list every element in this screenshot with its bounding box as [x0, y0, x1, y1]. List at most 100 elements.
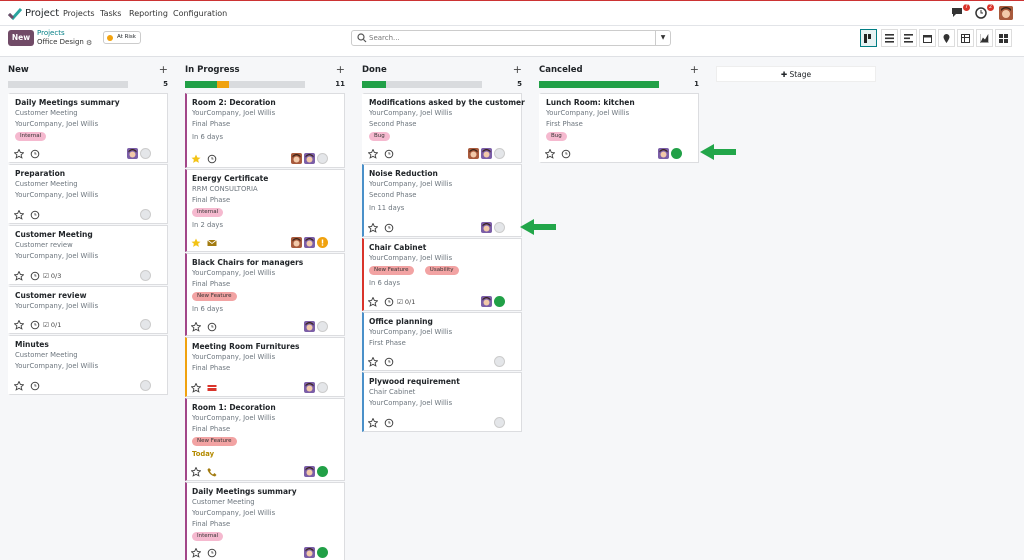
task-title[interactable]: Customer Meeting: [15, 230, 93, 239]
view-kanban-button[interactable]: [860, 29, 877, 47]
normal-status-icon[interactable]: [494, 148, 505, 159]
task-title[interactable]: Modifications asked by the customer: [369, 98, 525, 107]
normal-status-icon[interactable]: [494, 417, 505, 428]
in-progress-status-icon[interactable]: [494, 296, 505, 307]
task-card[interactable]: Black Chairs for managers YourCompany, Jo…: [185, 253, 345, 336]
add-card-plus-icon[interactable]: +: [512, 63, 522, 76]
done-status-icon[interactable]: [330, 153, 341, 164]
star-icon[interactable]: [190, 382, 202, 393]
task-title[interactable]: Meeting Room Furnitures: [192, 342, 300, 351]
add-card-plus-icon[interactable]: +: [689, 63, 699, 76]
project-status-button[interactable]: At Risk: [103, 31, 141, 44]
task-card[interactable]: Chair Cabinet YourCompany, Joel Willis New…: [362, 238, 522, 311]
activity-clock-icon[interactable]: [384, 418, 394, 428]
task-card[interactable]: Meeting Room Furnitures YourCompany, Joel…: [185, 337, 345, 397]
column-title[interactable]: Done: [362, 65, 387, 75]
task-card[interactable]: Customer Meeting Customer review YourCompa…: [8, 225, 168, 285]
star-icon[interactable]: [13, 319, 25, 330]
blocked-status-icon[interactable]: [153, 270, 164, 281]
normal-status-icon[interactable]: [140, 148, 151, 159]
normal-status-icon[interactable]: [494, 222, 505, 233]
star-icon[interactable]: [544, 148, 556, 159]
assignee-avatar[interactable]: [304, 382, 315, 393]
progress-segment[interactable]: [362, 81, 386, 88]
assignee-avatar[interactable]: [304, 466, 315, 477]
activity-clock-icon[interactable]: [207, 548, 217, 558]
gear-icon[interactable]: ⚙: [86, 39, 93, 47]
view-pivot-button[interactable]: [957, 29, 974, 47]
assignee-avatar[interactable]: [304, 153, 315, 164]
column-title[interactable]: In Progress: [185, 65, 240, 75]
assignee-avatar[interactable]: [658, 148, 669, 159]
blocked-status-icon[interactable]: [153, 209, 164, 220]
normal-status-icon[interactable]: [140, 270, 151, 281]
activity-clock-icon[interactable]: [561, 149, 571, 159]
task-card[interactable]: Customer review YourCompany, Joel Willis ☑…: [8, 286, 168, 334]
done-status-icon[interactable]: [507, 296, 518, 307]
activity-clock-icon[interactable]: [30, 320, 40, 330]
done-status-icon[interactable]: [684, 148, 695, 159]
activity-clock-icon[interactable]: [207, 322, 217, 332]
activity-clock-icon[interactable]: [207, 154, 217, 164]
progress-segment[interactable]: [217, 81, 229, 88]
normal-status-icon[interactable]: [140, 209, 151, 220]
activity-clock-icon[interactable]: [30, 271, 40, 281]
task-title[interactable]: Room 1: Decoration: [192, 403, 276, 412]
breadcrumb-projects[interactable]: Projects: [37, 29, 65, 37]
star-icon[interactable]: [13, 270, 25, 281]
task-card[interactable]: Plywood requirement Chair Cabinet YourComp…: [362, 372, 522, 432]
checklist-counter[interactable]: ☑ 0/3: [43, 272, 61, 280]
in-progress-status-icon[interactable]: [671, 148, 682, 159]
blocked-status-icon[interactable]: [153, 148, 164, 159]
task-title[interactable]: Office planning: [369, 317, 433, 326]
normal-status-icon[interactable]: [494, 356, 505, 367]
assignee-avatar[interactable]: [291, 153, 302, 164]
column-progress-bar[interactable]: [8, 81, 128, 88]
activity-clock-icon[interactable]: [30, 149, 40, 159]
checklist-counter[interactable]: ☑ 0/1: [43, 321, 61, 329]
star-icon[interactable]: [191, 238, 201, 248]
blocked-status-icon[interactable]: [330, 382, 341, 393]
user-avatar[interactable]: [999, 6, 1013, 20]
view-graph-button[interactable]: [976, 29, 993, 47]
search-bar[interactable]: Search... ▼: [351, 30, 671, 46]
flag-icon[interactable]: [207, 383, 217, 393]
task-title[interactable]: Daily Meetings summary: [15, 98, 120, 107]
view-list-button[interactable]: [881, 29, 898, 47]
column-title[interactable]: Canceled: [539, 65, 583, 75]
blocked-status-icon[interactable]: [507, 222, 518, 233]
task-title[interactable]: Lunch Room: kitchen: [546, 98, 635, 107]
task-card[interactable]: Energy Certificate RRM CONSULTORIA Final P…: [185, 169, 345, 252]
progress-segment[interactable]: [539, 81, 659, 88]
blocked-status-icon[interactable]: [153, 319, 164, 330]
task-title[interactable]: Daily Meetings summary: [192, 487, 297, 496]
star-icon[interactable]: [13, 380, 25, 391]
task-title[interactable]: Plywood requirement: [369, 377, 460, 386]
normal-status-icon[interactable]: [140, 319, 151, 330]
activity-clock-icon[interactable]: [30, 210, 40, 220]
view-map-button[interactable]: [938, 29, 955, 47]
task-card[interactable]: Daily Meetings summary Customer Meeting Yo…: [185, 482, 345, 560]
task-title[interactable]: Minutes: [15, 340, 49, 349]
blocked-status-icon[interactable]: [153, 380, 164, 391]
column-progress-bar[interactable]: [185, 81, 305, 88]
menu-reporting[interactable]: Reporting: [129, 9, 168, 18]
done-status-icon[interactable]: [507, 148, 518, 159]
add-card-plus-icon[interactable]: +: [158, 63, 168, 76]
column-title[interactable]: New: [8, 65, 29, 75]
checklist-counter[interactable]: ☑ 0/1: [397, 298, 415, 306]
task-card[interactable]: Noise Reduction YourCompany, Joel Willis S…: [362, 164, 522, 237]
assignee-avatar[interactable]: [468, 148, 479, 159]
warning-status-icon[interactable]: [317, 237, 328, 248]
view-list-detail-button[interactable]: [900, 29, 917, 47]
task-card[interactable]: Preparation Customer Meeting YourCompany, …: [8, 164, 168, 224]
app-name[interactable]: Project: [25, 8, 60, 19]
activity-clock-icon[interactable]: [384, 223, 394, 233]
task-title[interactable]: Preparation: [15, 169, 66, 178]
messages-button[interactable]: 7: [951, 4, 970, 19]
column-progress-bar[interactable]: [362, 81, 482, 88]
star-icon[interactable]: [190, 321, 202, 332]
assignee-avatar[interactable]: [481, 296, 492, 307]
view-calendar-button[interactable]: [919, 29, 936, 47]
assignee-avatar[interactable]: [304, 547, 315, 558]
